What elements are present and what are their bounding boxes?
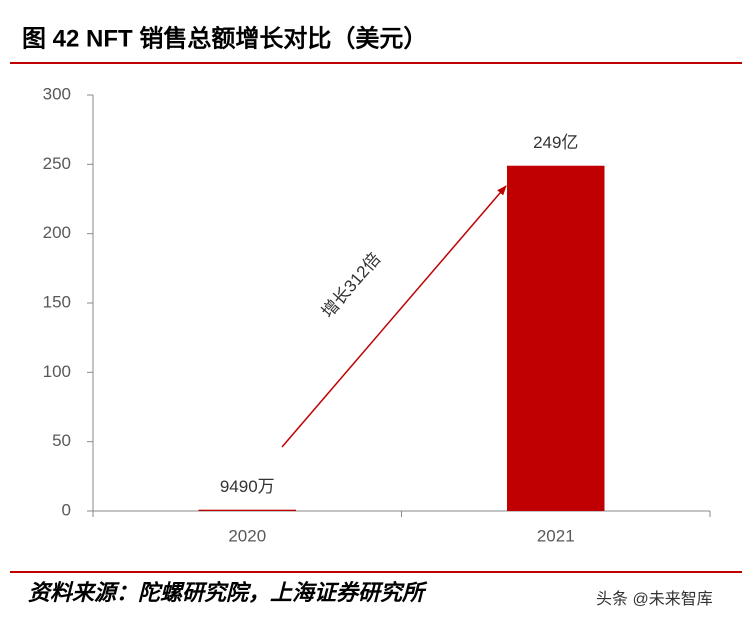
chart-title: 图 42 NFT 销售总额增长对比（美元）	[22, 24, 427, 52]
y-tick-label: 150	[43, 292, 71, 311]
x-tick-label: 2020	[228, 526, 266, 545]
bar	[507, 165, 605, 511]
watermark: 头条 @未来智库	[596, 590, 713, 608]
value-label: 249亿	[533, 133, 578, 152]
annotation: 增长312倍	[318, 249, 384, 321]
bar	[198, 509, 296, 511]
x-tick-label: 2021	[537, 526, 575, 545]
y-tick-label: 50	[52, 431, 71, 450]
y-tick-label: 100	[43, 362, 71, 381]
source: 资料来源：陀螺研究院，上海证券研究所	[28, 580, 428, 605]
y-tick-label: 200	[43, 223, 71, 242]
growth-arrow	[281, 185, 507, 448]
y-tick-label: 250	[43, 154, 71, 173]
y-tick-label: 300	[43, 84, 71, 103]
y-tick-label: 0	[62, 500, 71, 519]
value-label: 9490万	[220, 477, 275, 496]
